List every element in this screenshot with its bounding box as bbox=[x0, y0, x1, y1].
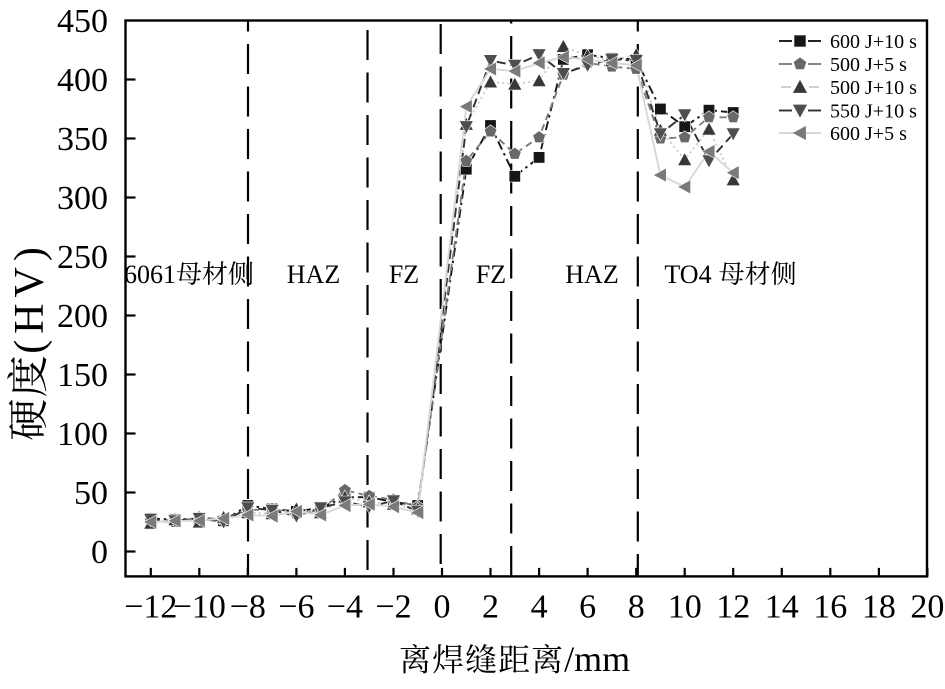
svg-text:−10: −10 bbox=[173, 589, 226, 626]
svg-text:−4: −4 bbox=[327, 589, 363, 626]
svg-text:0: 0 bbox=[434, 589, 451, 626]
svg-text:HAZ: HAZ bbox=[287, 260, 340, 289]
svg-text:450: 450 bbox=[57, 3, 108, 40]
svg-text:500 J+10 s: 500 J+10 s bbox=[830, 77, 917, 99]
svg-text:300: 300 bbox=[57, 180, 108, 217]
svg-text:100: 100 bbox=[57, 416, 108, 453]
svg-text:400: 400 bbox=[57, 62, 108, 99]
svg-text:HAZ: HAZ bbox=[565, 260, 618, 289]
svg-text:/mm: /mm bbox=[564, 639, 630, 679]
svg-text:150: 150 bbox=[57, 357, 108, 394]
svg-text:50: 50 bbox=[74, 475, 108, 512]
svg-text:550 J+10 s: 550 J+10 s bbox=[830, 101, 917, 123]
svg-text:(HV): (HV) bbox=[7, 241, 53, 354]
svg-text:FZ: FZ bbox=[476, 260, 506, 289]
svg-text:10: 10 bbox=[668, 589, 702, 626]
svg-text:6: 6 bbox=[579, 589, 596, 626]
svg-text:4: 4 bbox=[531, 589, 548, 626]
svg-text:TO4: TO4 bbox=[664, 260, 711, 289]
svg-text:350: 350 bbox=[57, 121, 108, 158]
svg-text:−8: −8 bbox=[230, 589, 266, 626]
svg-text:14: 14 bbox=[765, 589, 799, 626]
svg-text:20: 20 bbox=[910, 589, 944, 626]
svg-text:0: 0 bbox=[91, 534, 108, 571]
svg-text:600 J+10 s: 600 J+10 s bbox=[830, 31, 917, 53]
svg-text:−6: −6 bbox=[278, 589, 314, 626]
svg-text:6061: 6061 bbox=[124, 260, 176, 289]
svg-text:250: 250 bbox=[57, 239, 108, 276]
svg-text:200: 200 bbox=[57, 298, 108, 335]
svg-text:16: 16 bbox=[813, 589, 847, 626]
svg-text:12: 12 bbox=[716, 589, 750, 626]
svg-text:18: 18 bbox=[862, 589, 896, 626]
svg-text:8: 8 bbox=[628, 589, 645, 626]
svg-text:−2: −2 bbox=[375, 589, 411, 626]
svg-text:500 J+5 s: 500 J+5 s bbox=[830, 54, 907, 76]
svg-text:600 J+5 s: 600 J+5 s bbox=[830, 123, 907, 145]
svg-text:−12: −12 bbox=[124, 589, 177, 626]
svg-text:2: 2 bbox=[482, 589, 499, 626]
svg-text:FZ: FZ bbox=[389, 260, 419, 289]
